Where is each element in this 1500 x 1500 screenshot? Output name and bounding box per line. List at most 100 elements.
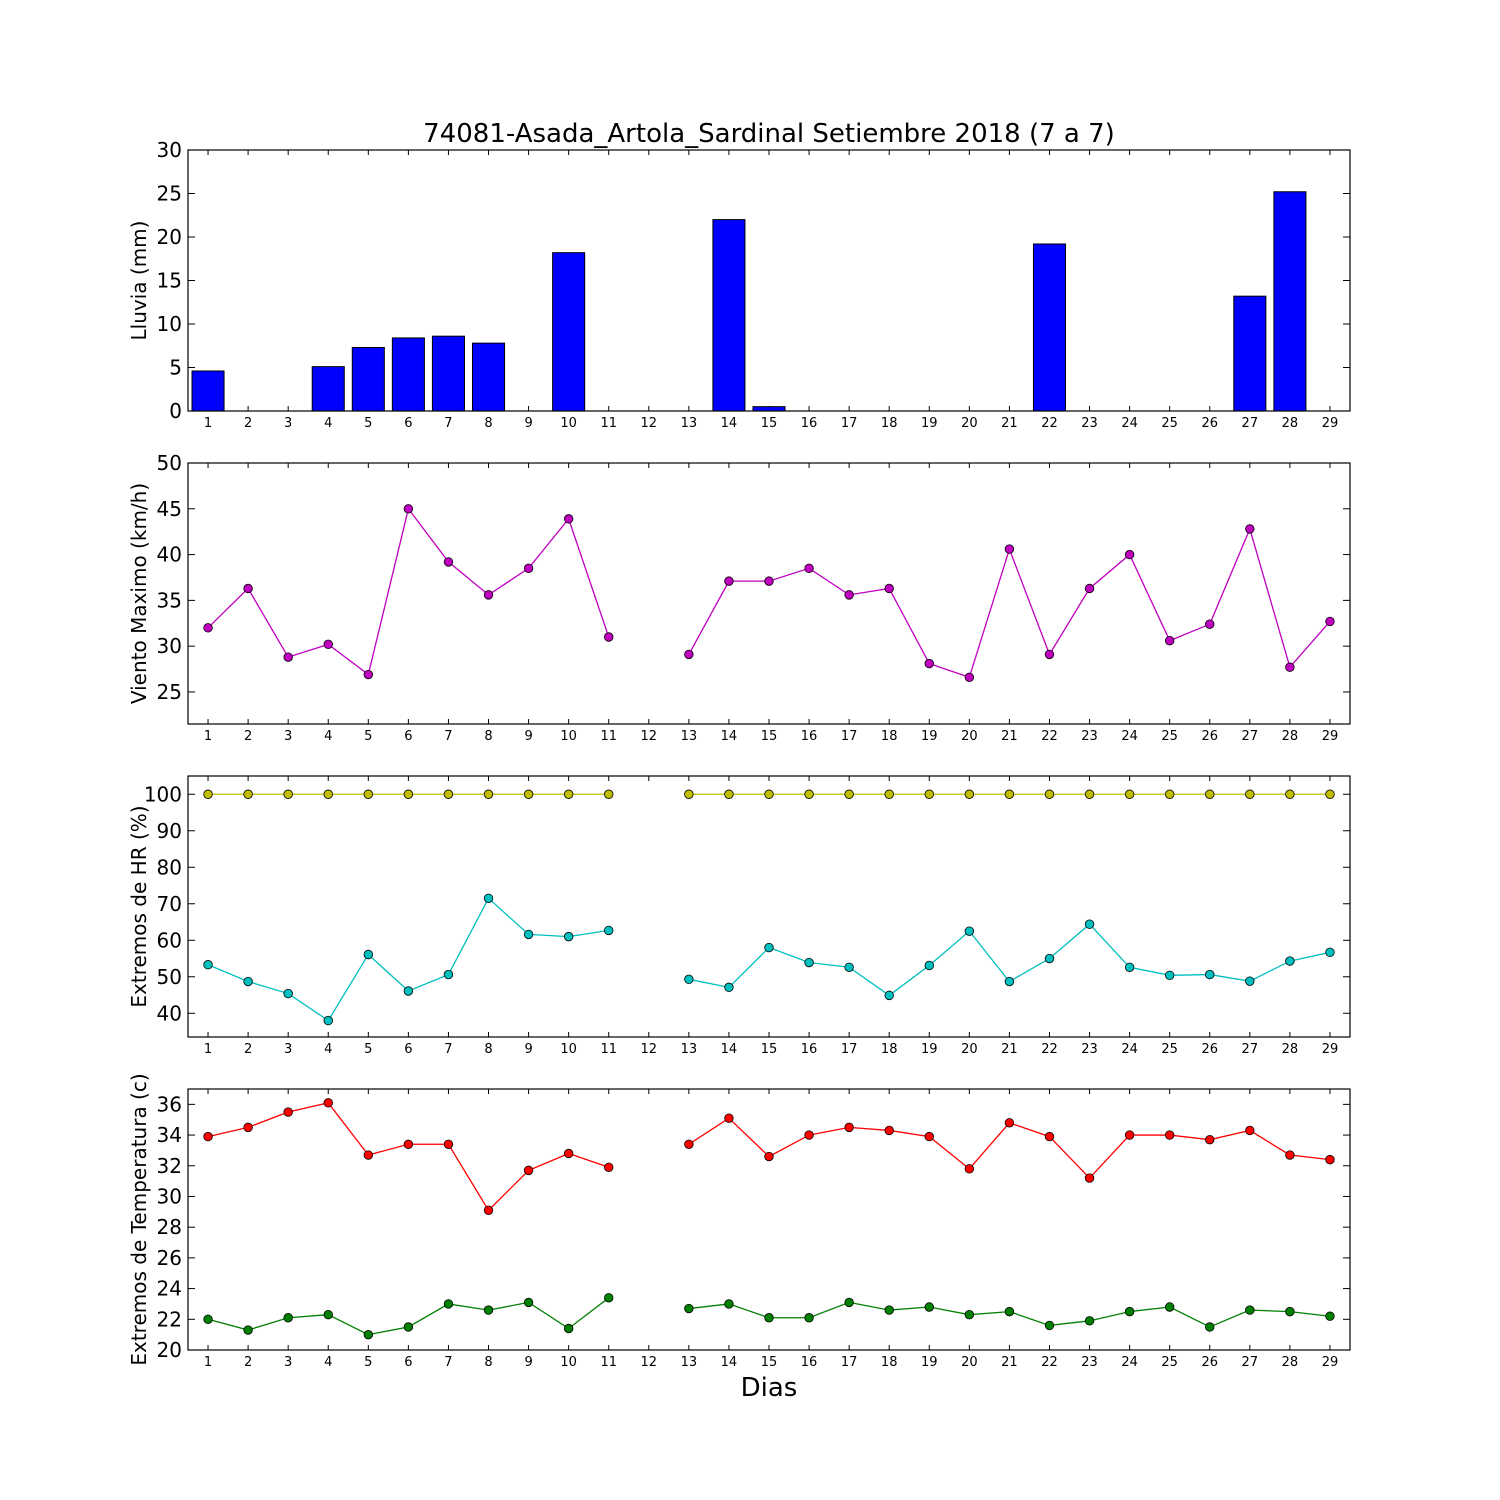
x-tick-label: 13 (681, 1355, 698, 1370)
data-point (924, 1302, 934, 1312)
data-point (844, 1297, 854, 1308)
x-tick-label: 14 (721, 416, 738, 431)
x-tick-label: 21 (1001, 416, 1018, 431)
x-tick-label: 16 (801, 416, 818, 431)
data-point (1164, 1130, 1175, 1140)
y-tick-label: 34 (157, 1123, 182, 1147)
data-point (563, 514, 574, 524)
x-tick-label: 4 (324, 729, 332, 744)
y-tick-label: 20 (157, 225, 182, 249)
data-point (283, 988, 293, 999)
y-tick-label: 5 (169, 356, 182, 380)
data-point (964, 1164, 975, 1174)
x-tick-label: 6 (404, 1042, 412, 1057)
y-tick-label: 28 (157, 1215, 182, 1239)
x-tick-label: 26 (1201, 416, 1218, 431)
data-point (443, 789, 454, 799)
data-point (283, 1313, 293, 1323)
data-point (1004, 1118, 1015, 1128)
data-point (1164, 789, 1175, 799)
data-point (1205, 969, 1215, 980)
data-point (1245, 524, 1255, 534)
data-point (1325, 1311, 1335, 1321)
bar (351, 346, 385, 412)
x-tick-label: 4 (324, 1042, 332, 1057)
data-point (884, 789, 894, 799)
data-point (924, 789, 934, 799)
x-tick-label: 29 (1322, 1355, 1339, 1370)
data-point (523, 563, 534, 574)
data-point (523, 929, 534, 940)
x-tick-label: 17 (841, 416, 858, 431)
x-tick-label: 15 (761, 416, 778, 431)
data-point (563, 931, 574, 942)
x-tick-label: 25 (1161, 1042, 1178, 1057)
data-point (563, 789, 574, 799)
data-point (363, 669, 374, 680)
x-tick-label: 14 (721, 729, 738, 744)
x-tick-label: 1 (204, 1042, 212, 1057)
x-tick-label: 6 (404, 416, 412, 431)
bar (752, 406, 786, 412)
series-line (207, 897, 609, 1022)
x-tick-label: 13 (681, 1042, 698, 1057)
data-point (1164, 1302, 1175, 1312)
data-point (483, 893, 494, 903)
x-tick-label: 27 (1242, 1355, 1259, 1370)
x-tick-label: 16 (801, 1042, 818, 1057)
x-tick-label: 12 (641, 1042, 658, 1057)
x-tick-label: 18 (881, 1042, 898, 1057)
data-point (323, 1309, 333, 1320)
data-point (483, 1305, 494, 1315)
data-point (604, 789, 614, 799)
x-tick-label: 14 (721, 1355, 738, 1370)
data-point (323, 1098, 333, 1108)
y-tick-label: 26 (157, 1246, 182, 1270)
data-point (1325, 947, 1335, 958)
data-point (1285, 1150, 1295, 1160)
x-tick-label: 23 (1081, 729, 1098, 744)
x-tick-label: 9 (524, 416, 532, 431)
x-tick-label: 20 (961, 1042, 978, 1057)
x-tick-label: 29 (1322, 729, 1339, 744)
data-point (684, 649, 694, 660)
data-point (443, 1299, 454, 1309)
data-point (1205, 1134, 1215, 1145)
x-tick-label: 15 (761, 1042, 778, 1057)
x-tick-label: 23 (1081, 1355, 1098, 1370)
x-tick-label: 26 (1201, 1042, 1218, 1057)
data-point (1245, 1125, 1255, 1136)
x-tick-label: 2 (244, 1355, 252, 1370)
x-tick-label: 11 (600, 729, 617, 744)
x-tick-label: 25 (1161, 1355, 1178, 1370)
x-tick-label: 2 (244, 1042, 252, 1057)
plot-frame (187, 149, 1351, 412)
data-point (844, 1122, 854, 1133)
bar (1273, 191, 1307, 412)
x-tick-label: 6 (404, 1355, 412, 1370)
data-point (724, 1113, 734, 1123)
data-point (203, 1131, 213, 1142)
x-tick-label: 28 (1282, 1355, 1299, 1370)
data-point (684, 1139, 694, 1149)
x-tick-label: 25 (1161, 416, 1178, 431)
data-point (844, 962, 854, 972)
data-point (563, 1323, 574, 1334)
data-point (1325, 616, 1335, 627)
data-point (804, 1130, 814, 1140)
x-tick-label: 10 (560, 416, 577, 431)
y-tick-label: 100 (144, 782, 182, 806)
data-point (804, 957, 814, 968)
y-tick-label: 40 (157, 543, 182, 567)
data-point (724, 1299, 734, 1309)
x-tick-label: 4 (324, 416, 332, 431)
x-tick-label: 22 (1041, 1042, 1058, 1057)
data-point (1004, 789, 1015, 799)
data-point (243, 1325, 253, 1335)
x-tick-label: 6 (404, 729, 412, 744)
x-tick-label: 9 (524, 1355, 532, 1370)
x-tick-label: 19 (921, 1042, 938, 1057)
y-tick-label: 60 (157, 928, 182, 952)
